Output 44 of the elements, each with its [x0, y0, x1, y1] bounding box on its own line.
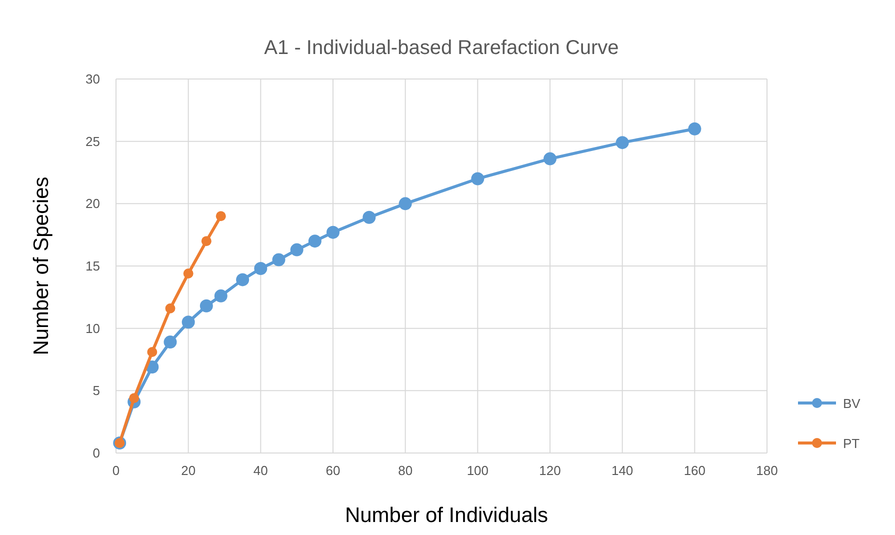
x-tick-label: 40 [253, 463, 268, 478]
y-tick-label: 15 [86, 258, 100, 274]
x-tick-label: 100 [466, 463, 489, 478]
point [471, 172, 484, 186]
x-tick-label: 160 [684, 463, 706, 478]
point [183, 268, 194, 278]
y-tick-label: 30 [86, 72, 100, 86]
point [129, 393, 140, 404]
point [326, 226, 340, 239]
point [272, 253, 286, 266]
y-tick-label: 5 [92, 383, 100, 398]
point [182, 316, 195, 329]
point [164, 336, 177, 349]
x-tick-label: 140 [611, 463, 634, 478]
point [147, 347, 158, 358]
legend-label: PT [843, 436, 860, 451]
legend-label: BV [843, 396, 861, 411]
x-tick-label: 180 [756, 463, 778, 478]
y-tick-label: 25 [86, 134, 100, 149]
y-tick-label: 20 [86, 196, 100, 212]
y-axis-title: Number of Species [30, 176, 53, 356]
x-tick-label: 0 [112, 463, 120, 478]
x-tick-label: 60 [326, 463, 340, 478]
point [398, 197, 412, 210]
point [290, 243, 304, 256]
point [214, 289, 228, 302]
point [201, 236, 212, 246]
point [362, 210, 376, 224]
x-tick-label: 20 [181, 463, 196, 478]
point [254, 262, 268, 275]
point [688, 122, 702, 136]
x-tick-label: 120 [539, 463, 561, 478]
y-tick-label: 0 [92, 446, 100, 460]
y-tick-label: 10 [86, 320, 100, 336]
chart-title: A1 - Individual-based Rarefaction Curve [264, 37, 619, 59]
point [200, 299, 213, 312]
point [216, 211, 226, 222]
point [544, 152, 556, 166]
x-tick-label: 80 [398, 463, 413, 478]
point [308, 234, 322, 248]
x-axis-title: Number of Individuals [344, 504, 548, 527]
point [236, 273, 250, 286]
point [616, 136, 629, 150]
point [165, 303, 176, 314]
